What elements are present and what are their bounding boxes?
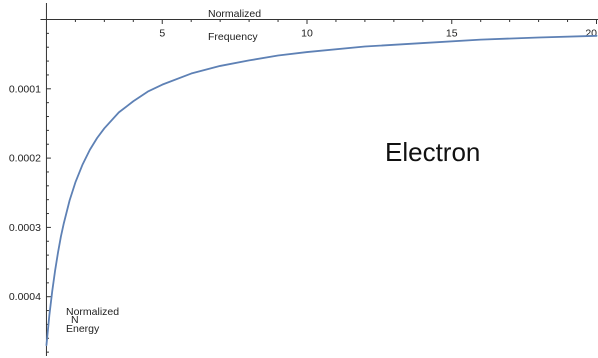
y-tick-label: 0.0001 [9, 83, 41, 95]
data-line [45, 34, 598, 347]
y-axis-label-line-2: N [71, 314, 79, 326]
y-axis-label-line-1: Normalized [66, 306, 119, 318]
x-tick-label: 15 [446, 28, 458, 40]
plot-marks: 5 10 15 20 0.0001 0.0002 0.0003 0.0004 [9, 3, 598, 356]
y-axis-label-line-3: Energy [66, 323, 100, 335]
x-tick-label: 5 [159, 28, 165, 40]
y-tick-label: 0.0003 [9, 222, 41, 234]
y-tick-label: 0.0002 [9, 153, 41, 165]
x-axis-label: Normalized Frequency [208, 8, 261, 43]
x-tick-label: 10 [301, 28, 313, 40]
x-axis-label-line-2: Frequency [208, 31, 258, 43]
x-axis-label-line-1: Normalized [208, 8, 261, 20]
y-axis-label: Normalized N Energy [66, 306, 119, 335]
y-tick-label: 0.0004 [9, 291, 41, 303]
x-tick-label: 20 [585, 28, 597, 40]
annotation-electron: Electron [385, 137, 480, 167]
